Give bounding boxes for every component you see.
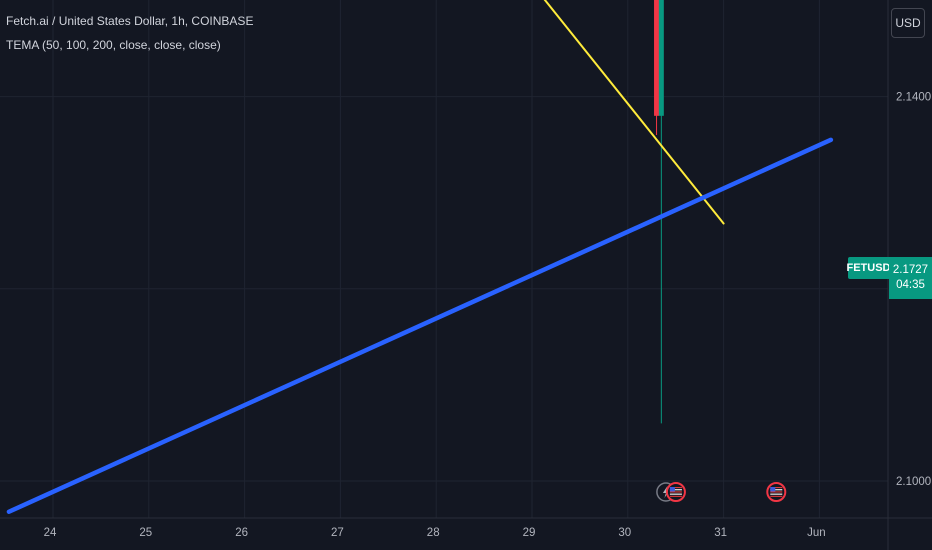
x-tick-label: 27	[331, 527, 344, 539]
us-flag-icon[interactable]	[766, 482, 787, 502]
last-price-tag: 2.1727 04:35	[889, 257, 932, 299]
flag-stripe	[669, 487, 682, 489]
x-tick-label: 31	[714, 527, 727, 539]
flag-stripe	[770, 495, 783, 497]
indicator-legend[interactable]: TEMA (50, 100, 200, close, close, close)	[6, 38, 221, 52]
currency-button[interactable]: USD	[891, 8, 925, 38]
symbol-tag: FETUSD	[847, 257, 891, 279]
trendline-yellow	[543, 0, 725, 225]
candle-body	[654, 0, 660, 116]
candles	[654, 0, 664, 424]
flag-stripe	[770, 491, 783, 493]
candle-body	[658, 0, 664, 116]
flag-stripe	[669, 491, 682, 493]
flag-stripe	[770, 489, 783, 491]
x-tick-label: 30	[618, 527, 631, 539]
x-tick-label: Jun	[807, 527, 826, 539]
time-axis[interactable]: 24 25 26 27 28 29 30 31 Jun	[0, 517, 932, 539]
flag-stripe	[669, 489, 682, 491]
y-tick-label: 2.1000	[896, 476, 931, 488]
us-flag-icon[interactable]	[665, 482, 686, 502]
flag-canton	[770, 487, 776, 492]
chart-title: Fetch.ai / United States Dollar, 1h, COI…	[6, 14, 254, 28]
flag-stripe	[669, 495, 682, 497]
last-price-value: 2.1727	[892, 263, 929, 276]
x-tick-label: 24	[44, 527, 57, 539]
y-tick-label: 2.1400	[896, 92, 931, 104]
grid	[0, 0, 888, 518]
event-markers[interactable]	[656, 482, 787, 502]
bar-countdown: 04:35	[896, 279, 925, 291]
flag-stripe	[770, 493, 783, 495]
flag-stripe	[669, 493, 682, 495]
trendlines[interactable]	[6, 0, 834, 515]
x-tick-label: 28	[427, 527, 440, 539]
flag-canton	[669, 487, 675, 492]
trendline-blue	[6, 137, 834, 515]
x-tick-label: 29	[523, 527, 536, 539]
x-tick-label: 25	[139, 527, 152, 539]
flag-stripe	[770, 487, 783, 489]
x-tick-label: 26	[235, 527, 248, 539]
